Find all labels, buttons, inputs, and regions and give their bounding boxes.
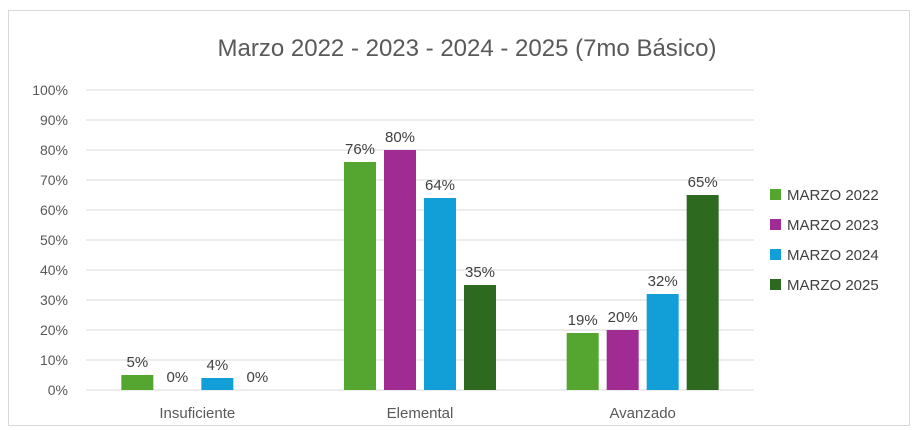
y-tick-label: 30% (40, 292, 68, 308)
y-tick-label: 10% (40, 352, 68, 368)
x-category-label: Insuficiente (159, 405, 235, 422)
data-label: 19% (568, 312, 598, 329)
data-label: 35% (465, 264, 495, 281)
data-label: 32% (648, 273, 678, 290)
chart-title: Marzo 2022 - 2023 - 2024 - 2025 (7mo Bás… (218, 35, 717, 62)
bar-marzo-2023-avanzado (606, 330, 639, 390)
legend-label: MARZO 2023 (787, 217, 879, 234)
bar-marzo-2022-insuficiente (121, 375, 154, 390)
bar-marzo-2024-insuficiente (201, 378, 234, 390)
data-label: 76% (345, 141, 375, 158)
bar-marzo-2024-avanzado (646, 294, 679, 390)
bar-marzo-2025-avanzado (686, 195, 719, 390)
legend-swatch (770, 279, 781, 290)
legend-swatch (770, 249, 781, 260)
chart-frame (8, 10, 910, 426)
y-tick-label: 100% (32, 82, 68, 98)
bar-marzo-2022-avanzado (566, 333, 599, 390)
y-tick-label: 70% (40, 172, 68, 188)
gridlines (86, 89, 754, 391)
y-axis-ticks: 0% 10% 20% 30% 40% 50% 60% 70% 80% 90% 100% (32, 82, 68, 398)
y-tick-label: 50% (40, 232, 68, 248)
bars (121, 150, 719, 390)
y-tick-label: 20% (40, 322, 68, 338)
legend: MARZO 2022 MARZO 2023 MARZO 2024 MARZO 2025 (770, 187, 879, 294)
bar-marzo-2022-elemental (344, 162, 376, 390)
y-tick-label: 80% (40, 142, 68, 158)
data-label: 4% (206, 357, 228, 374)
data-label: 80% (385, 129, 415, 146)
y-tick-label: 40% (40, 262, 68, 278)
bar-marzo-2023-elemental (384, 150, 416, 390)
y-tick-label: 0% (48, 382, 68, 398)
data-label: 20% (608, 309, 638, 326)
x-category-label: Avanzado (609, 405, 675, 422)
legend-swatch (770, 219, 781, 230)
bar-marzo-2024-elemental (424, 198, 456, 390)
x-axis-categories: Insuficiente Elemental Avanzado (159, 405, 676, 422)
legend-swatch (770, 189, 781, 200)
data-label: 0% (166, 369, 188, 386)
data-labels: 5% 0% 4% 0% 76% 80% 64% 35% 19% 20% 32% 65% (126, 129, 717, 386)
bar-marzo-2025-elemental (464, 285, 496, 390)
data-label: 0% (246, 369, 268, 386)
data-label: 64% (425, 177, 455, 194)
data-label: 5% (126, 354, 148, 371)
legend-label: MARZO 2024 (787, 247, 879, 264)
y-tick-label: 90% (40, 112, 68, 128)
legend-label: MARZO 2025 (787, 277, 879, 294)
legend-label: MARZO 2022 (787, 187, 879, 204)
y-tick-label: 60% (40, 202, 68, 218)
data-label: 65% (688, 174, 718, 191)
x-category-label: Elemental (387, 405, 454, 422)
